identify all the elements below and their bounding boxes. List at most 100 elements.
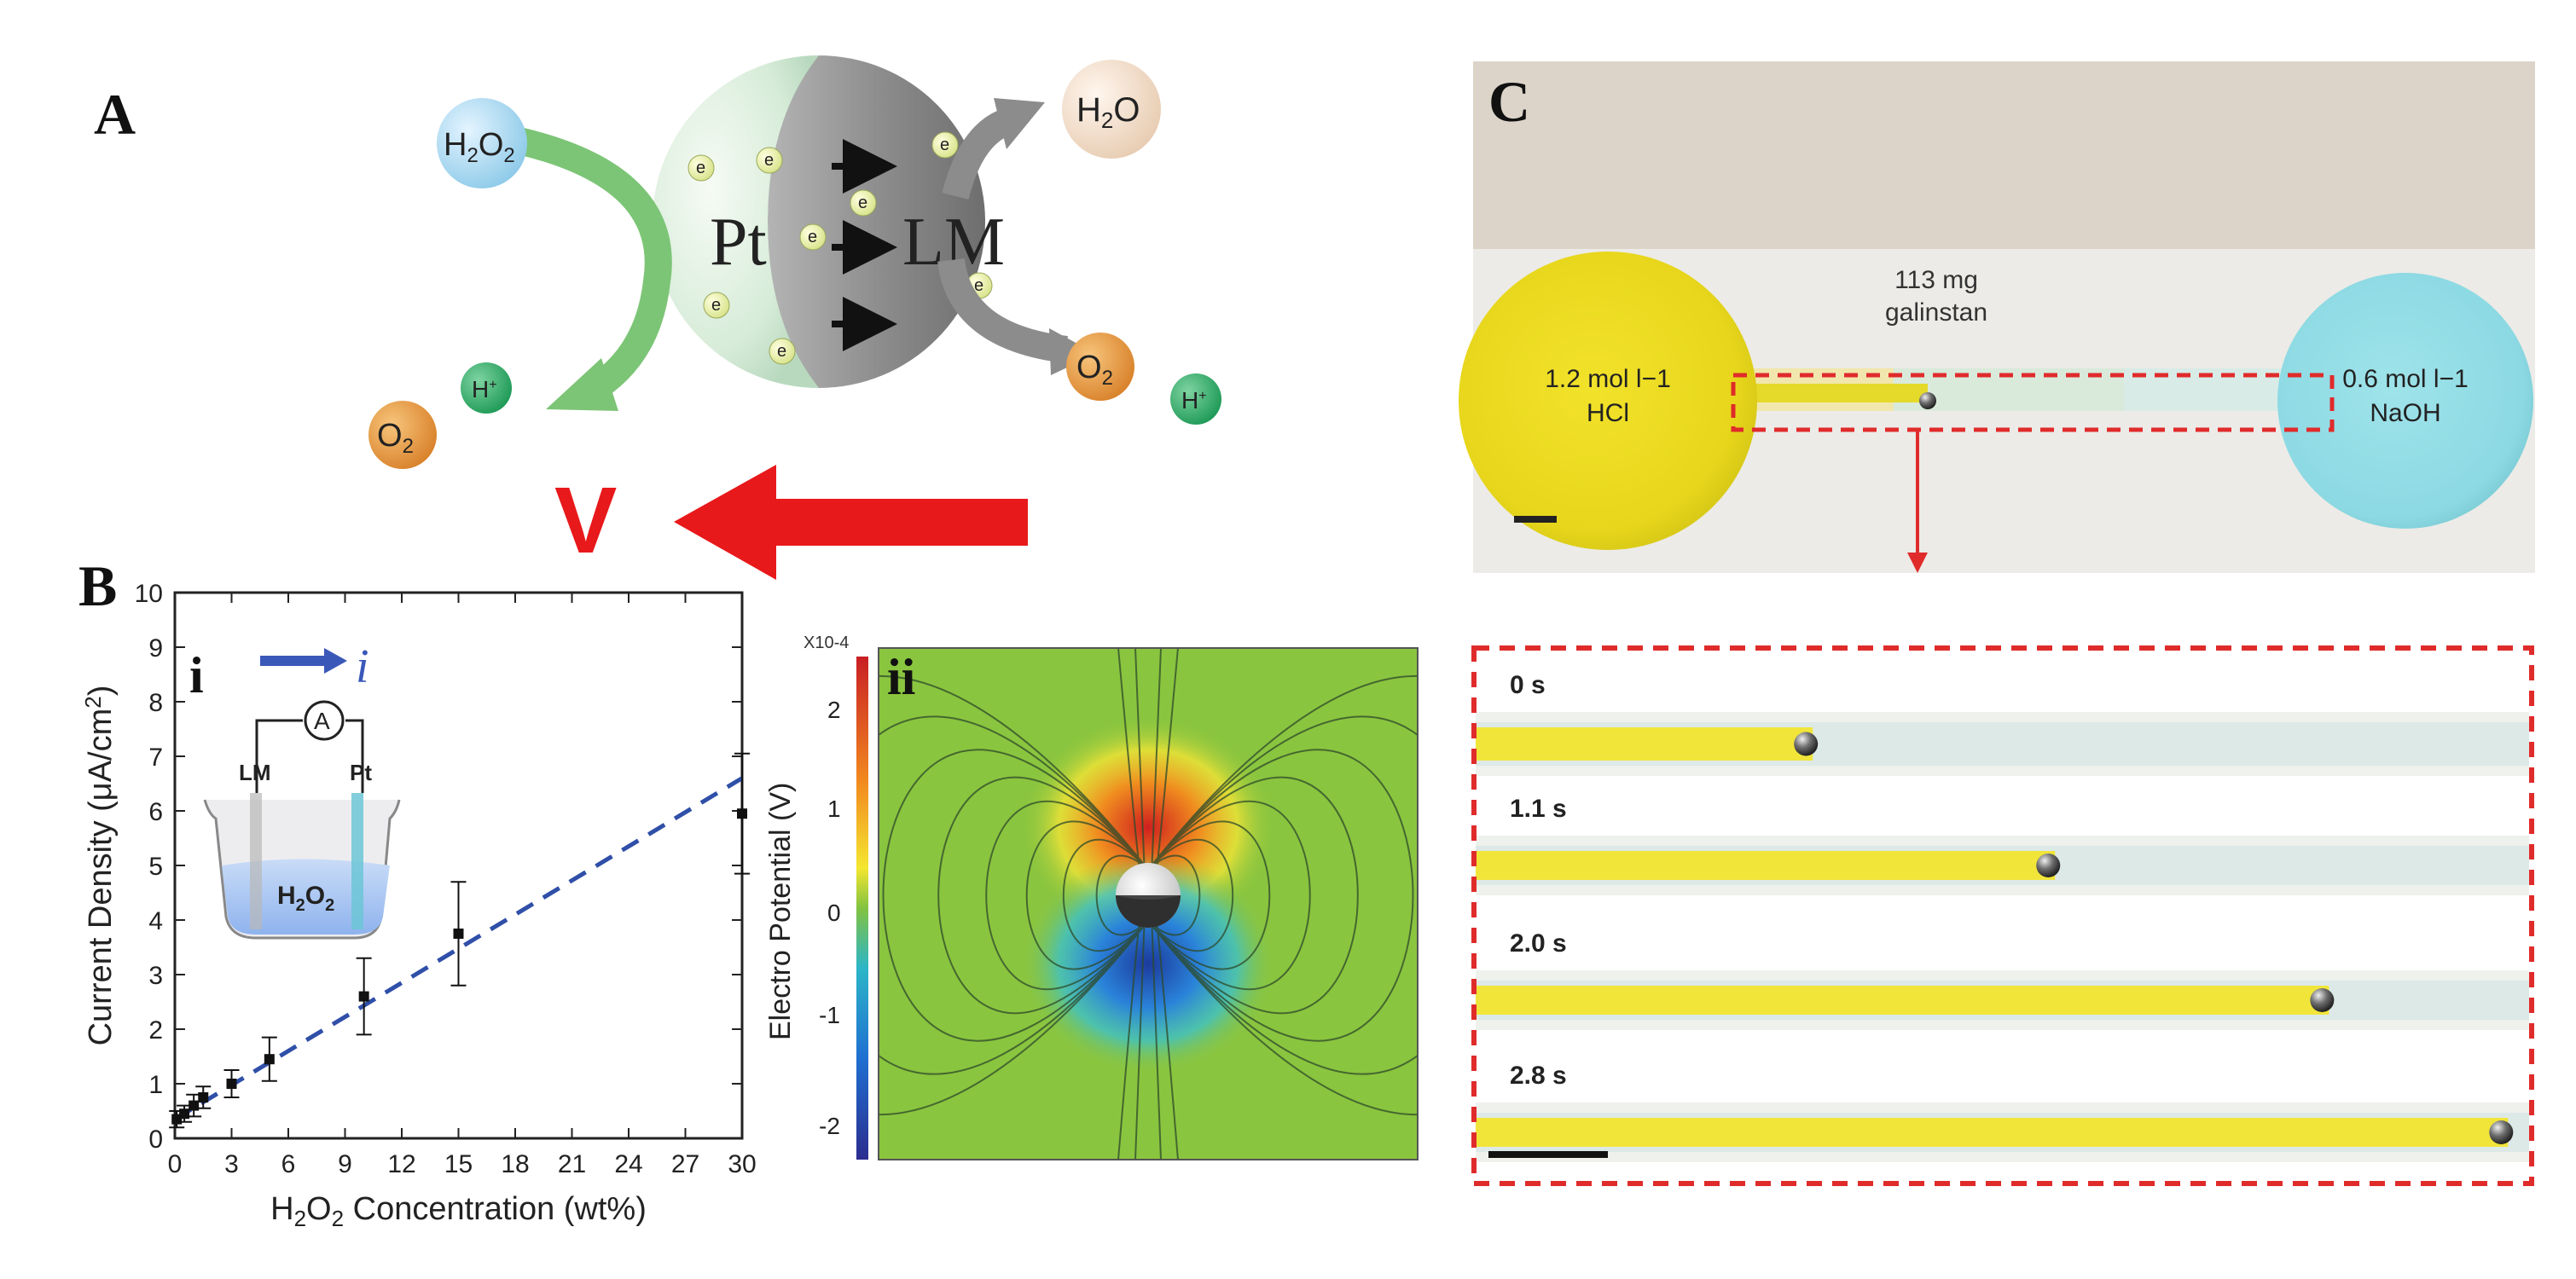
y-tick-label: 9 xyxy=(148,634,163,663)
colorbar-ticks: 2 1 0 -1 -2 xyxy=(819,697,841,1139)
zoom-frame xyxy=(1471,645,2534,1186)
x-tick-label: 3 xyxy=(224,1150,239,1178)
ammeter-icon xyxy=(304,700,345,741)
droplet xyxy=(1794,732,1819,756)
colorbar-unit: X10-4 xyxy=(804,634,849,652)
droplet xyxy=(2489,1120,2514,1144)
pt-label: Pt xyxy=(710,205,767,280)
inset-pt-label: Pt xyxy=(350,760,372,785)
frame-time-label: 0 s xyxy=(1510,671,1546,699)
y-tick-label: 6 xyxy=(148,798,163,826)
panel-c-letter: C xyxy=(1488,69,1531,134)
scale-bar xyxy=(1488,1151,1608,1158)
svg-text:e: e xyxy=(764,151,774,170)
x-tick-label: 27 xyxy=(671,1150,699,1178)
droplet xyxy=(2310,988,2335,1012)
svg-text:0: 0 xyxy=(827,900,841,926)
x-tick-label: 21 xyxy=(558,1150,586,1178)
panel-a-letter: A xyxy=(94,82,136,147)
svg-text:e: e xyxy=(711,296,721,315)
reservoir-hcl-label: 1.2 mol l−1 HCl xyxy=(1545,365,1671,427)
acid-front xyxy=(1476,727,1813,761)
frame-time-label: 2.0 s xyxy=(1510,929,1567,958)
data-point xyxy=(261,1036,277,1082)
velocity-label: V xyxy=(554,468,617,573)
y-tick-label: 10 xyxy=(135,580,163,608)
droplet-mass-label: 113 mg galinstan xyxy=(1884,266,1988,327)
y-tick-label: 7 xyxy=(148,744,163,772)
inset-current-label: i xyxy=(356,640,369,693)
svg-text:-2: -2 xyxy=(819,1113,840,1139)
time-frame xyxy=(1476,712,2529,776)
svg-text:e: e xyxy=(974,276,983,295)
x-tick-label: 6 xyxy=(281,1150,296,1178)
potential-field-plot: X10-4 2 1 0 -1 -2 Electro Potential (V) xyxy=(764,634,1419,1160)
electrons: e e e e e e e e xyxy=(688,131,993,365)
selection-box xyxy=(1731,373,2335,432)
sub-panel-ii-label: ii xyxy=(887,649,916,705)
y-tick-label: 5 xyxy=(148,853,163,881)
hplus-left: H+ xyxy=(461,362,512,414)
data-point xyxy=(223,1069,240,1098)
x-tick-label: 0 xyxy=(168,1150,183,1178)
y-axis-label: Current Density (μA/cm2) xyxy=(80,686,119,1046)
green-reaction-arrow xyxy=(485,123,672,406)
y-tick-label: 3 xyxy=(148,962,163,990)
x-tick-label: 18 xyxy=(501,1150,529,1178)
hplus-right: H+ xyxy=(1170,373,1221,425)
x-tick-label: 15 xyxy=(444,1150,473,1178)
svg-text:e: e xyxy=(940,136,949,154)
data-point xyxy=(450,881,467,987)
droplet xyxy=(2036,854,2061,877)
reservoir-naoh-label: 0.6 mol l−1 NaOH xyxy=(2342,365,2469,427)
svg-text:2: 2 xyxy=(827,697,841,723)
x-tick-label: 30 xyxy=(728,1150,756,1178)
svg-text:e: e xyxy=(696,159,705,177)
data-point xyxy=(356,957,372,1036)
inset-lm-label: LM xyxy=(239,760,271,785)
inset-setup: i A LM Pt H2O2 xyxy=(203,640,401,940)
inset-solution-label: H2O2 xyxy=(277,882,334,915)
sub-panel-i-label: i xyxy=(189,647,204,703)
x-tick-label: 12 xyxy=(387,1150,415,1178)
frame-time-label: 1.1 s xyxy=(1510,795,1567,823)
panel-b-letter: B xyxy=(78,553,118,618)
galinstan-droplet xyxy=(1919,392,1936,409)
svg-text:A: A xyxy=(314,708,330,734)
svg-text:H+: H+ xyxy=(472,376,497,402)
panel-c-photos xyxy=(1459,61,2535,1186)
colorbar-label: Electro Potential (V) xyxy=(764,783,797,1040)
data-point xyxy=(195,1085,212,1109)
acid-front xyxy=(1476,986,2329,1015)
x-axis-label: H2O2 Concentration (wt%) xyxy=(270,1191,647,1231)
x-tick-label: 24 xyxy=(614,1150,642,1178)
frame-time-label: 2.8 s xyxy=(1510,1062,1567,1090)
o2-molecule-right: O2 xyxy=(1066,333,1134,401)
electron-flow-arrows xyxy=(832,139,897,351)
h2o2-molecule: H2O2 xyxy=(437,98,527,188)
acid-front xyxy=(1476,851,2056,880)
svg-text:1: 1 xyxy=(827,796,841,822)
reservoir-hcl xyxy=(1459,252,1757,550)
svg-text:-1: -1 xyxy=(819,1002,840,1028)
svg-text:e: e xyxy=(808,228,817,246)
y-tick-label: 8 xyxy=(148,689,163,717)
x-tick-label: 9 xyxy=(338,1150,352,1178)
y-tick-label: 0 xyxy=(148,1126,163,1154)
y-tick-label: 2 xyxy=(148,1016,163,1045)
gray-arrow-o2 xyxy=(937,258,1069,363)
h2o-molecule: H2O xyxy=(1062,60,1161,159)
svg-text:e: e xyxy=(858,194,867,212)
velocity-arrow xyxy=(674,465,1028,580)
y-tick-label: 4 xyxy=(148,907,163,935)
acid-front xyxy=(1476,1118,2509,1147)
svg-text:H2O2: H2O2 xyxy=(444,127,515,167)
colorbar xyxy=(856,657,868,1160)
reservoir-naoh xyxy=(2277,273,2533,529)
time-frame xyxy=(1476,836,2529,895)
svg-text:e: e xyxy=(777,342,786,361)
time-frame xyxy=(1476,970,2529,1030)
time-frame xyxy=(1476,1102,2529,1162)
